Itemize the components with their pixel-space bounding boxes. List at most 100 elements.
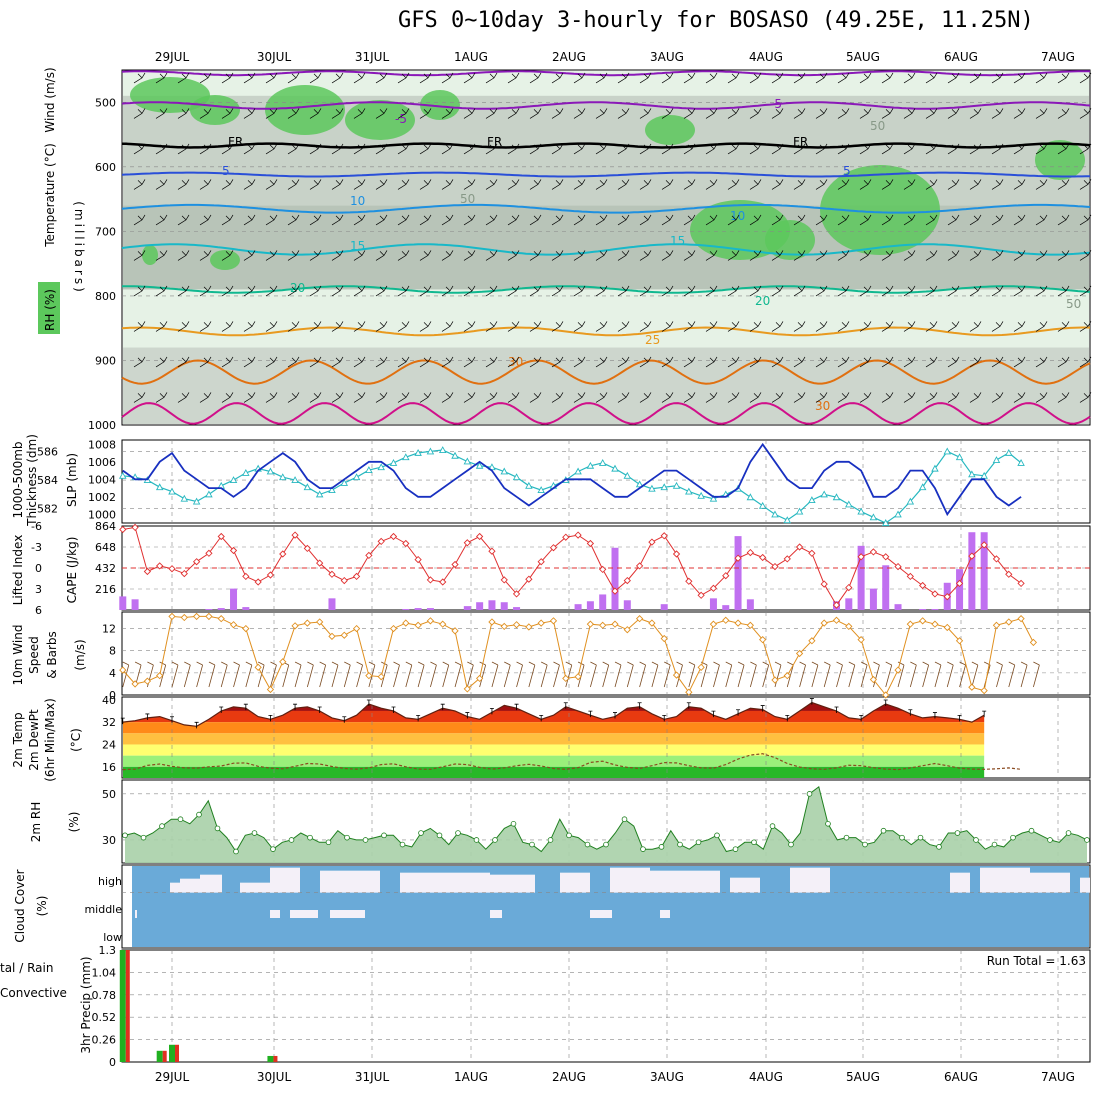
wind-barb-10m [1008, 661, 1016, 688]
wind-barb [639, 108, 652, 119]
wind-barb-10m [860, 661, 868, 688]
cape-bar [980, 532, 988, 610]
wind-barb [661, 72, 674, 84]
thickness-line-point [992, 456, 1001, 463]
wind-barb [221, 321, 234, 332]
thickness-line-point [278, 473, 287, 481]
rh2m-point [973, 837, 979, 843]
wind-barb [419, 214, 432, 226]
wind-barb [925, 321, 938, 332]
wind-barb [727, 108, 740, 119]
temp-minmax-mark [637, 702, 642, 709]
wind-barb [463, 392, 476, 403]
thickness-line-point [795, 507, 804, 515]
thickness-line-point [660, 483, 668, 491]
rh2m-point [917, 834, 924, 841]
cape-bar [217, 608, 225, 610]
rh2m-point [769, 823, 776, 829]
wind-barb [551, 356, 564, 368]
wind-barb-10m [639, 661, 646, 688]
wind-barb [881, 214, 894, 226]
lifted-index-line-point [697, 591, 705, 599]
cape-bar [230, 588, 238, 610]
wind10-label-2: Speed [27, 636, 41, 674]
wind-barb [441, 321, 454, 332]
wind-barb [749, 285, 762, 297]
wind-barb [815, 392, 828, 403]
wind-barb [837, 285, 850, 297]
pressure-tick: 700 [95, 225, 116, 238]
wind-barb [947, 108, 960, 119]
lifted-index-tick: -3 [31, 541, 42, 554]
thickness-line-point [180, 494, 189, 502]
temp-minmax-mark [243, 703, 248, 711]
wind-speed-line-point [672, 671, 681, 679]
wind-barb [1079, 285, 1092, 297]
temp-minmax-mark [539, 714, 544, 722]
wind-speed-line-point [968, 683, 976, 691]
wind-barb [617, 72, 630, 84]
cape-bar [894, 604, 902, 610]
thickness-line-point [525, 481, 533, 489]
wind-barb [639, 392, 652, 403]
wind-barb [155, 321, 168, 332]
wind-barb [793, 321, 806, 332]
cloud-clear-patch [650, 870, 720, 893]
date-label-top: 5AUG [846, 50, 880, 64]
thickness-line-point [291, 476, 299, 484]
lifted-index-line-point [931, 590, 939, 598]
wind-barb [463, 356, 476, 368]
wind-barb [419, 250, 432, 261]
wind-barb [815, 214, 828, 226]
wind-barb [771, 321, 784, 332]
wind-barb [287, 179, 300, 190]
rh2m-point [862, 841, 868, 848]
wind-barb [397, 108, 410, 119]
wind-barb [265, 179, 278, 190]
wind-speed-line-point [119, 666, 127, 674]
wind-barb [331, 72, 344, 84]
date-label-bottom: 3AUG [650, 1070, 684, 1084]
wind-barb [969, 108, 982, 119]
thickness-line-point [303, 483, 312, 491]
wind-barb [639, 214, 652, 226]
wind-barb [1079, 356, 1092, 368]
cloud-clear-patch [790, 867, 830, 893]
wind-barb [1035, 214, 1048, 226]
wind-barb-10m [171, 661, 179, 688]
wind-barb [551, 179, 564, 190]
wind-speed-line-point [500, 622, 508, 631]
wind-barb [353, 179, 366, 190]
wind-barb [749, 143, 762, 155]
wind-barb [551, 285, 564, 297]
wind-barb [815, 72, 828, 84]
wind-barb [837, 356, 850, 368]
precip-total-bar [156, 1050, 163, 1062]
wind-barb [573, 143, 586, 155]
temp-minmax-mark [982, 710, 987, 718]
wind-barb [617, 179, 630, 190]
wind-barb [463, 250, 476, 261]
wind-barb [463, 321, 476, 332]
wind-barb [287, 108, 300, 119]
wind-barb [551, 72, 564, 84]
wind-barb-10m [294, 661, 302, 688]
wind-barb [815, 321, 828, 332]
lifted-index-line-point [168, 565, 176, 573]
wind-barb [375, 214, 388, 226]
thickness-line-point [438, 446, 447, 453]
wind-barb [177, 143, 190, 155]
cape-bar [869, 588, 877, 610]
wind-speed-line-point [857, 636, 865, 644]
rh-band-mid [123, 205, 1089, 290]
wind-barb [639, 285, 652, 297]
thickness-line-point [205, 490, 213, 498]
wind-barb [969, 179, 982, 190]
contour-label: 10 [730, 209, 745, 223]
wind-barb [859, 321, 872, 332]
wind-speed-line-point [512, 621, 521, 629]
thickness-line-point [648, 484, 656, 492]
cape-bar [488, 600, 496, 610]
thickness-line-point [598, 458, 607, 466]
temp-minmax-mark [662, 714, 667, 722]
